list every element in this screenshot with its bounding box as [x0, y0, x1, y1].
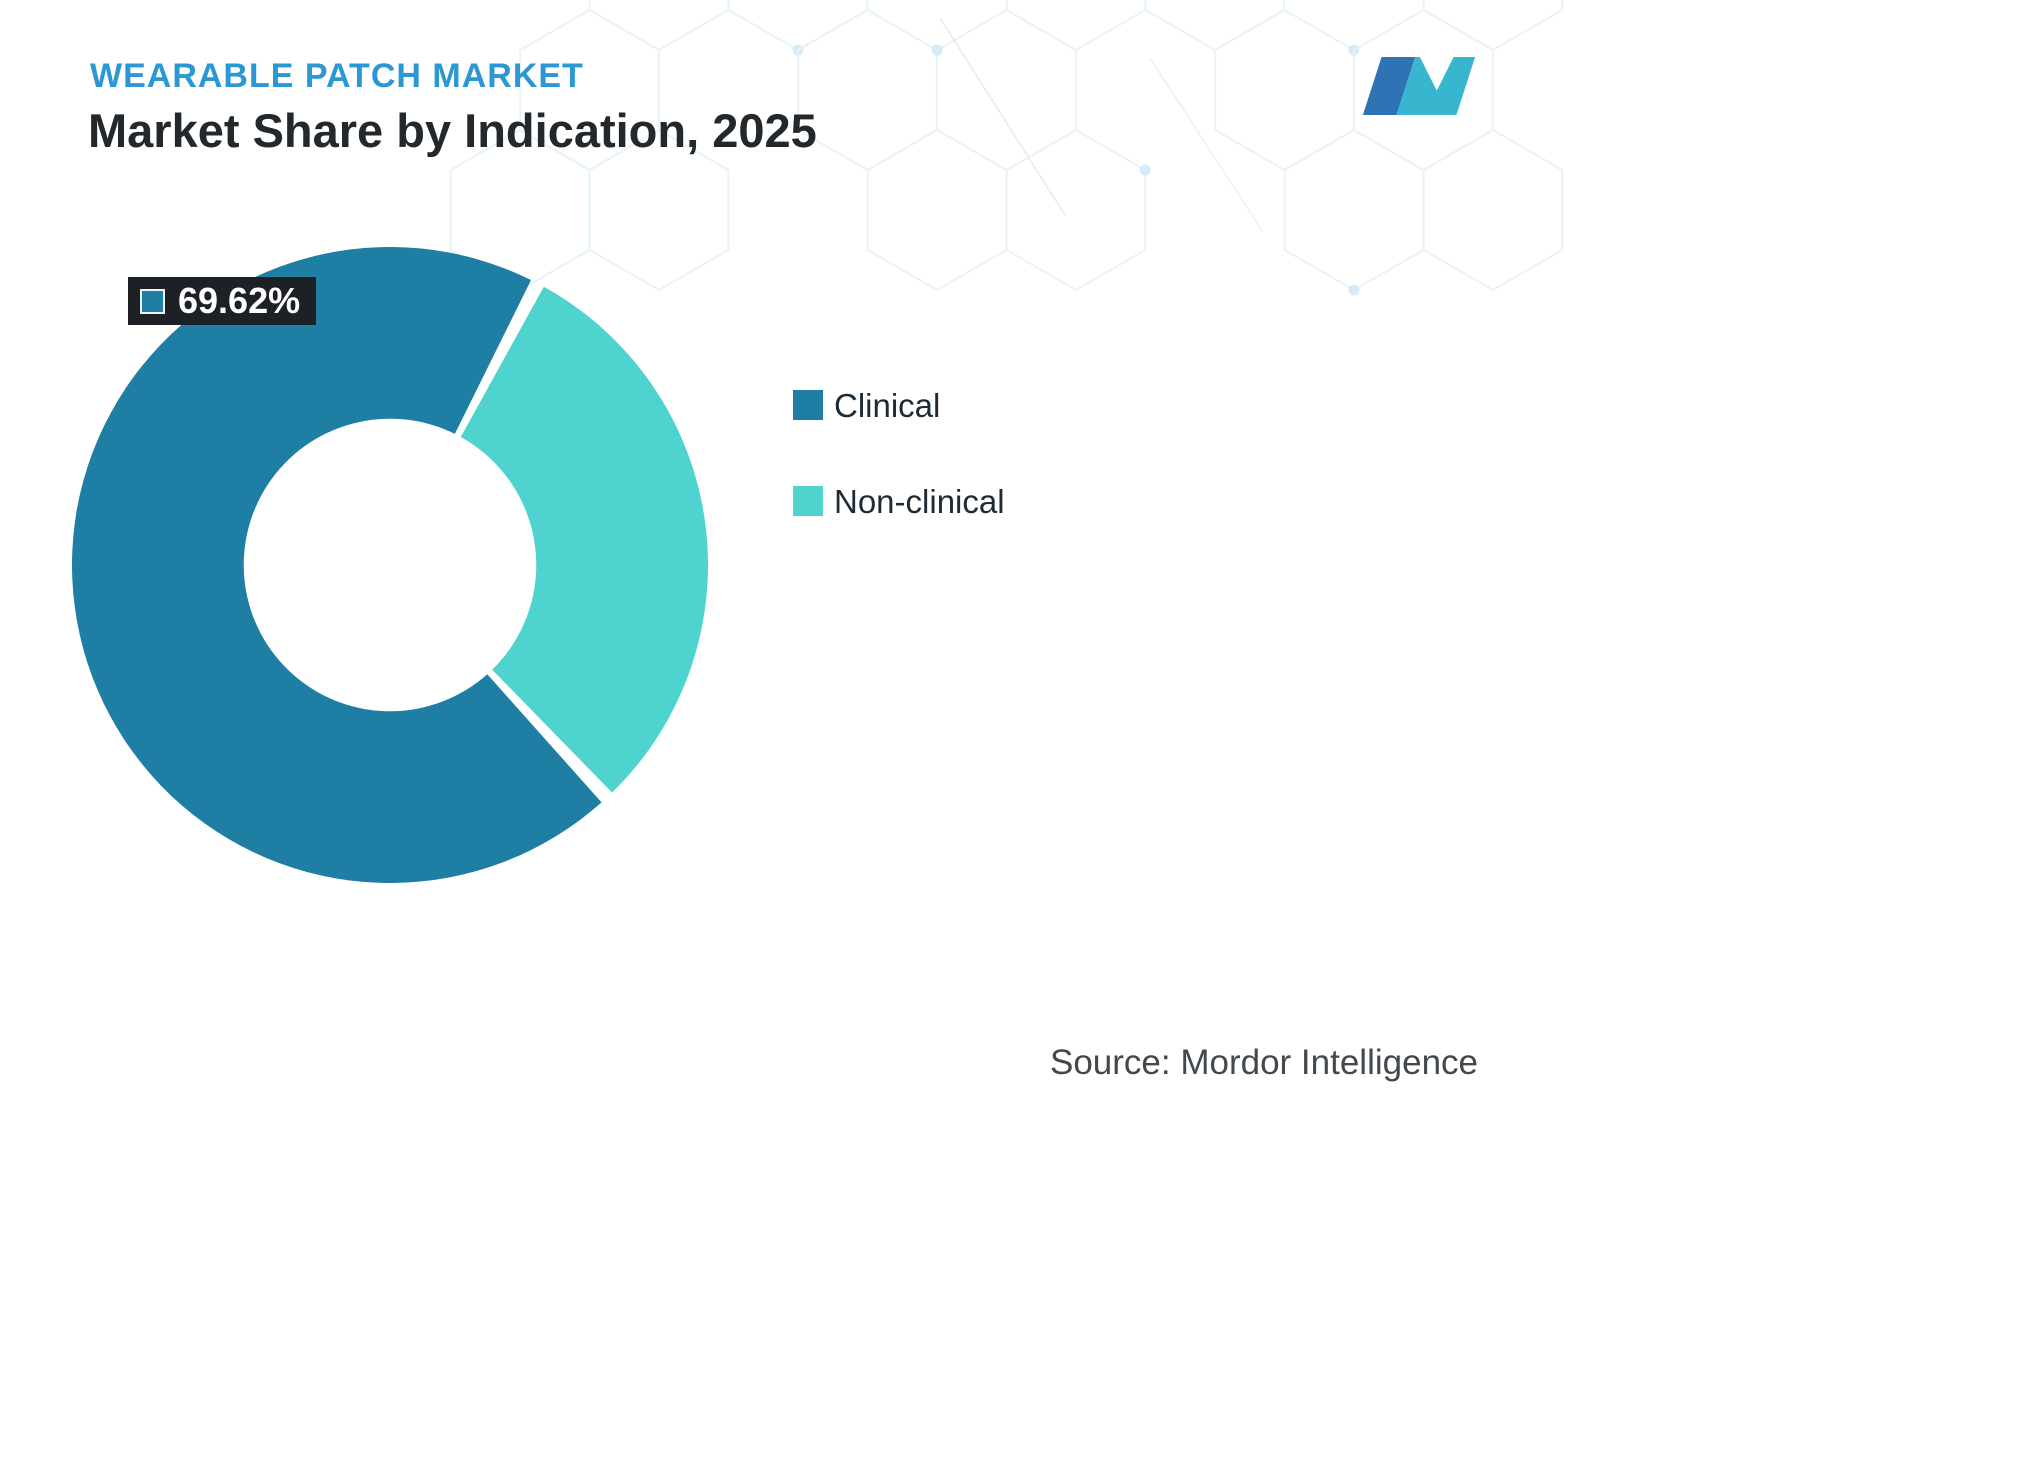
legend-label-clinical: Clinical — [834, 386, 941, 424]
page-title: Market Share by Indication, 2025 — [88, 104, 817, 157]
chart-legend: Clinical Non-clinical — [793, 389, 1005, 581]
callout-swatch — [140, 288, 165, 314]
legend-swatch-non-clinical — [793, 486, 823, 516]
legend-label-non-clinical: Non-clinical — [834, 482, 1005, 520]
donut-chart — [70, 245, 710, 885]
legend-swatch-clinical — [793, 390, 823, 420]
source-attribution: Source: Mordor Intelligence — [1050, 1043, 1478, 1082]
data-label-callout: 69.62% — [128, 277, 317, 325]
donut-slice-clinical — [71, 246, 602, 883]
legend-item-non-clinical: Non-clinical — [793, 482, 1005, 520]
legend-item-clinical: Clinical — [793, 386, 1005, 424]
callout-value: 69.62% — [178, 280, 301, 321]
mordor-intelligence-logo — [1362, 57, 1476, 115]
report-eyebrow: WEARABLE PATCH MARKET — [90, 57, 584, 95]
donut-slice-non-clinical — [460, 286, 709, 793]
